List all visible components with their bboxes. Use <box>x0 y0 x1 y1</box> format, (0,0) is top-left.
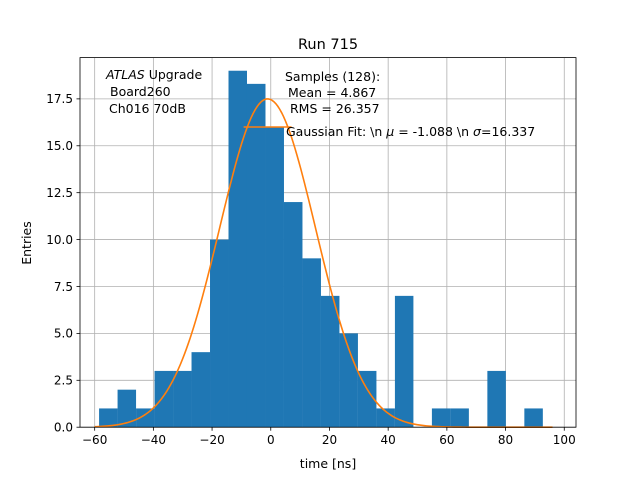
histogram-bar <box>117 389 137 428</box>
y-axis-label: Entries <box>19 221 34 265</box>
histogram-bar <box>320 295 340 428</box>
y-tick-label: 7.5 <box>54 280 73 294</box>
channel-label: Ch016 70dB <box>109 101 186 116</box>
gauss-prefix: Gaussian Fit: \n <box>286 124 386 139</box>
gauss-suffix: =16.337 <box>481 124 535 139</box>
histogram-bar <box>154 370 174 428</box>
x-tick-label: 100 <box>553 433 576 447</box>
histogram-bar <box>99 408 118 428</box>
x-tick-label: −40 <box>141 433 166 447</box>
atlas-label: ATLAS Upgrade <box>105 67 202 82</box>
y-tick-label: 2.5 <box>54 374 73 388</box>
histogram-bar <box>173 370 192 428</box>
gaussian-fit-label: Gaussian Fit: \n μ = -1.088 \n σ=16.337 <box>286 124 535 139</box>
histogram-bar <box>357 370 377 428</box>
x-tick-label: 40 <box>381 433 396 447</box>
histogram-bar <box>228 70 247 428</box>
gauss-sigma: σ <box>473 124 482 139</box>
samples-label: Samples (128): <box>285 69 380 84</box>
histogram-bar <box>210 239 229 428</box>
x-tick-label: −60 <box>82 433 107 447</box>
x-tick-label: −20 <box>199 433 224 447</box>
x-tick-label: 60 <box>439 433 454 447</box>
atlas-rest: Upgrade <box>145 67 203 82</box>
histogram-bar <box>431 408 451 428</box>
y-axis-ticks: 0.0 2.5 5.0 7.5 10.0 12.5 15.0 17.5 <box>46 92 80 435</box>
histogram-bar <box>246 83 266 428</box>
gauss-mu: μ <box>385 124 394 139</box>
y-tick-label: 12.5 <box>46 186 73 200</box>
histogram-bar <box>302 258 321 428</box>
histogram-bar <box>394 295 414 428</box>
y-tick-label: 0.0 <box>54 421 73 435</box>
board-label: Board260 <box>110 84 171 99</box>
plot-frame <box>79 57 577 428</box>
mean-label: Mean = 4.867 <box>288 85 376 100</box>
histogram-bar <box>283 202 303 428</box>
histogram-bar <box>524 408 543 428</box>
histogram-bar <box>191 352 211 428</box>
y-tick-label: 5.0 <box>54 327 73 341</box>
gauss-mid: = -1.088 \n <box>394 124 473 139</box>
histogram-bars <box>99 70 543 428</box>
x-tick-label: 0 <box>267 433 275 447</box>
y-tick-label: 15.0 <box>46 139 73 153</box>
y-tick-label: 17.5 <box>46 92 73 106</box>
histogram-bar <box>450 408 469 428</box>
x-axis-label: time [ns] <box>300 456 356 471</box>
histogram-bar <box>376 408 395 428</box>
chart-title: Run 715 <box>298 37 358 53</box>
x-axis-ticks: −60 −40 −20 0 20 40 60 80 100 <box>82 427 576 447</box>
rms-label: RMS = 26.357 <box>290 101 380 116</box>
y-tick-label: 10.0 <box>46 233 73 247</box>
atlas-italic: ATLAS <box>105 67 145 82</box>
histogram-bar <box>265 127 284 428</box>
x-tick-label: 20 <box>322 433 337 447</box>
histogram-bar <box>339 333 358 428</box>
histogram-bar <box>136 408 155 428</box>
x-tick-label: 80 <box>498 433 513 447</box>
histogram-bar <box>487 370 506 428</box>
